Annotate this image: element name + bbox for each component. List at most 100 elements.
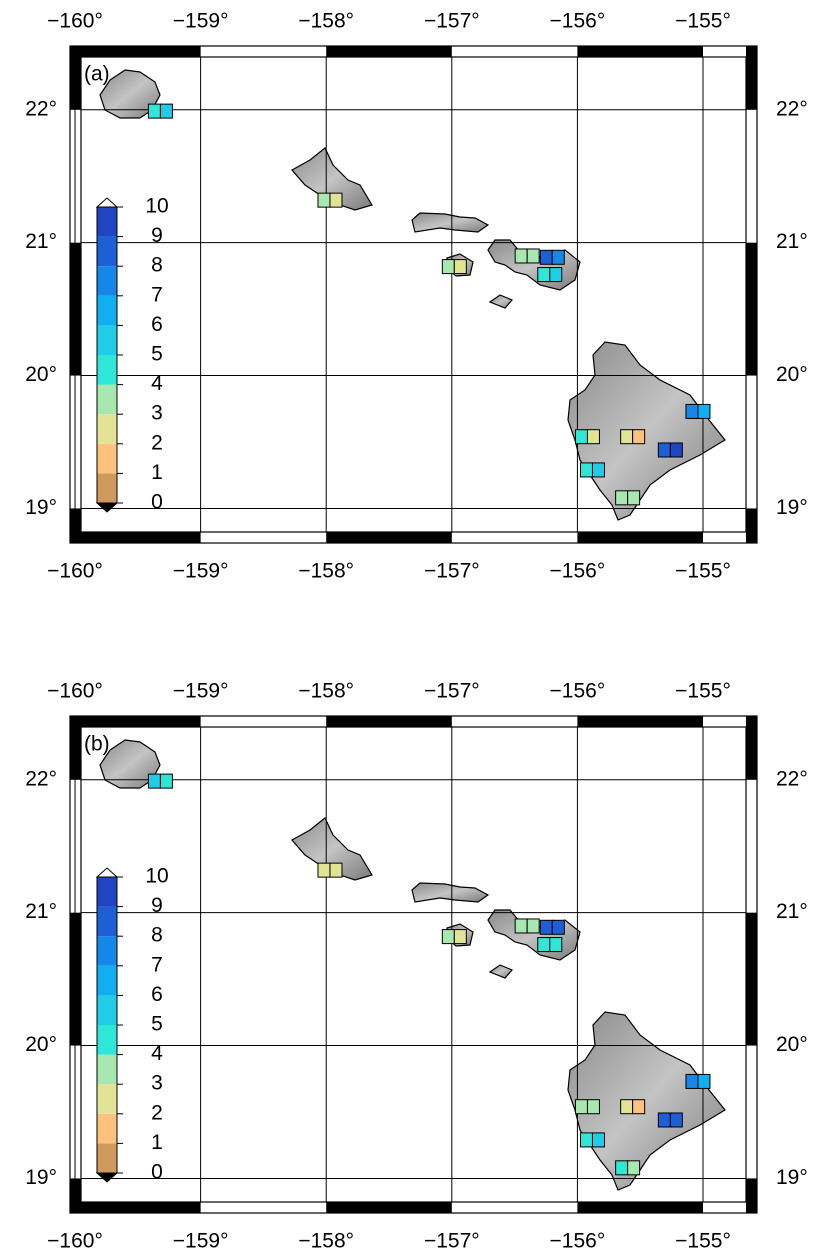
colorbar-tick-label: 6 [151, 983, 163, 1006]
colorbar-segment [97, 207, 117, 237]
station-marker [686, 404, 698, 418]
station-marker [658, 443, 670, 457]
station-marker [148, 104, 160, 118]
frame-bar [746, 46, 757, 110]
colorbar-tick-label: 10 [145, 865, 168, 888]
x-tick-label: −158° [298, 1230, 354, 1251]
station-marker [592, 1133, 604, 1147]
frame-bar [326, 716, 452, 727]
colorbar-over [97, 868, 117, 877]
x-tick-label: −159° [173, 10, 229, 33]
x-tick-label: −155° [675, 1230, 731, 1251]
colorbar-segment [97, 325, 117, 355]
colorbar-tick-label: 2 [151, 1101, 163, 1124]
colorbar-tick-label: 9 [151, 894, 163, 917]
station-marker [552, 250, 564, 264]
station-marker [580, 1133, 592, 1147]
colorbar-segment [97, 237, 117, 267]
colorbar-tick-label: 4 [151, 1042, 163, 1065]
station-marker [628, 491, 640, 505]
station-marker [633, 430, 645, 444]
station-marker [538, 938, 550, 952]
x-tick-label: −158° [298, 560, 354, 583]
station-marker [587, 430, 599, 444]
colorbar-tick-label: 2 [151, 431, 163, 454]
x-tick-label: −158° [298, 10, 354, 33]
colorbar-segment [97, 1114, 117, 1144]
colorbar-segment [97, 473, 117, 503]
x-tick-label: −160° [47, 560, 103, 583]
station-marker [515, 249, 527, 263]
colorbar-tick-label: 5 [151, 1013, 163, 1036]
station-marker [616, 491, 628, 505]
station-marker [698, 1074, 710, 1088]
colorbar-segment [97, 355, 117, 385]
colorbar-segment [97, 385, 117, 415]
station-marker [616, 1161, 628, 1175]
frame-bar [746, 1178, 757, 1213]
station-marker [515, 919, 527, 933]
station-marker [621, 430, 633, 444]
panel-label: (a) [84, 63, 110, 86]
colorbar-tick-label: 7 [151, 953, 163, 976]
frame-bar [326, 46, 452, 57]
station-marker [550, 268, 562, 282]
station-marker [160, 104, 172, 118]
station-marker [670, 1113, 682, 1127]
station-marker [698, 404, 710, 418]
station-marker [575, 1100, 587, 1114]
station-marker [686, 1074, 698, 1088]
x-tick-label: −157° [424, 560, 480, 583]
y-tick-label: 21° [25, 900, 57, 923]
station-marker [658, 1113, 670, 1127]
colorbar-segment [97, 1055, 117, 1085]
station-marker [628, 1161, 640, 1175]
colorbar-tick-label: 1 [151, 461, 163, 484]
frame-bar [577, 716, 703, 727]
y-tick-label: 22° [25, 767, 57, 790]
colorbar-tick-label: 4 [151, 372, 163, 395]
x-tick-label: −155° [675, 680, 731, 703]
station-marker [454, 930, 466, 944]
x-tick-label: −157° [424, 680, 480, 703]
colorbar-segment [97, 1084, 117, 1114]
frame-bar [75, 532, 201, 543]
station-marker [330, 863, 342, 877]
x-tick-label: −159° [173, 1230, 229, 1251]
colorbar-tick-label: 3 [151, 1072, 163, 1095]
colorbar-tick-label: 6 [151, 313, 163, 336]
y-tick-label: 22° [25, 97, 57, 120]
x-tick-label: −160° [47, 10, 103, 33]
station-marker [454, 260, 466, 274]
colorbar-segment [97, 1143, 117, 1173]
x-tick-label: −156° [550, 10, 606, 33]
frame-bar [577, 532, 703, 543]
station-marker [527, 919, 539, 933]
map-panel: −160°−160°−159°−159°−158°−158°−157°−157°… [25, 10, 808, 583]
x-tick-label: −155° [675, 560, 731, 583]
frame-bar [577, 46, 703, 57]
colorbar-tick-label: 8 [151, 924, 163, 947]
x-tick-label: −157° [424, 1230, 480, 1251]
y-tick-label: 19° [776, 496, 808, 519]
station-marker [318, 193, 330, 207]
colorbar-segment [97, 414, 117, 444]
frame-bar [75, 716, 201, 727]
frame-bar [746, 716, 757, 780]
station-marker [621, 1100, 633, 1114]
map-panel: −160°−160°−159°−159°−158°−158°−157°−157°… [25, 680, 808, 1251]
colorbar-segment [97, 877, 117, 907]
colorbar-tick-label: 3 [151, 402, 163, 425]
station-marker [540, 250, 552, 264]
colorbar-segment [97, 266, 117, 296]
islands [100, 740, 725, 1190]
station-marker [550, 938, 562, 952]
colorbar-tick-label: 0 [151, 491, 163, 514]
figure: −160° −160° −159° −159° −158° −158° −157° −157°… [0, 0, 815, 1251]
colorbar-segment [97, 296, 117, 326]
frame-bar [75, 46, 201, 57]
y-tick-label: 20° [776, 363, 808, 386]
station-marker [580, 463, 592, 477]
station-marker [148, 774, 160, 788]
x-tick-label: −159° [173, 680, 229, 703]
